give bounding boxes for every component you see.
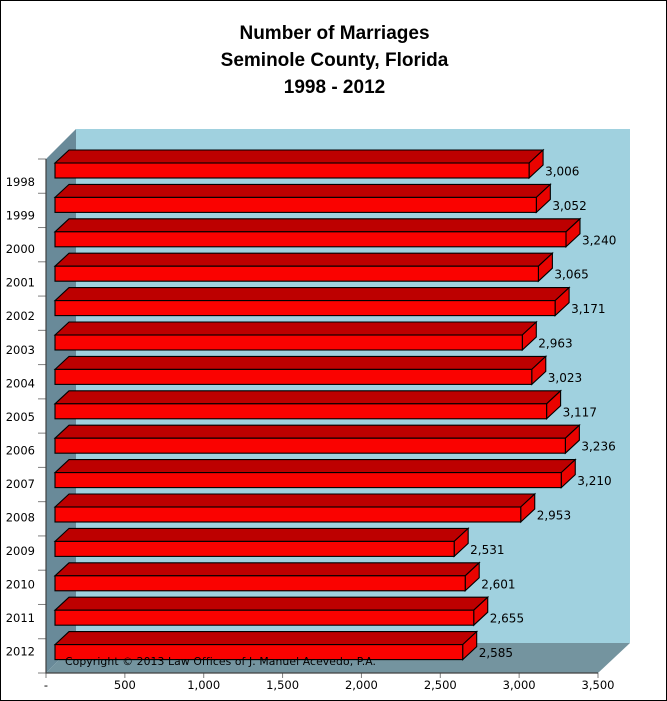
bar-2010: [53, 561, 481, 593]
bar-2008: [53, 492, 537, 524]
bar-2012: [53, 630, 479, 661]
bar-front-face: [54, 437, 566, 454]
bar-top-face: [53, 252, 554, 267]
bar-top-face: [53, 390, 562, 405]
bar-top-face: [53, 459, 577, 474]
y-axis-category-label: 2006: [6, 443, 35, 457]
bar-front-face: [54, 368, 533, 385]
bar-2003: [53, 320, 538, 352]
bar-front-face: [54, 575, 466, 592]
bar-value-label: 2,531: [470, 543, 504, 557]
chart-title: Number of Marriages Seminole County, Flo…: [1, 20, 666, 101]
bar-top-face: [53, 287, 571, 302]
bar-top-face: [53, 596, 490, 611]
y-axis-category-label: 2003: [6, 343, 35, 357]
bar-value-label: 3,052: [552, 199, 586, 213]
x-axis-tick-label: 3,500: [582, 678, 615, 692]
bar-2001: [53, 251, 554, 283]
bar-value-label: 2,601: [481, 577, 515, 591]
bar-value-label: 3,210: [577, 474, 611, 488]
copyright-note: Copyright © 2013 Law Offices of J. Manue…: [65, 655, 377, 668]
y-axis-category-label: 1998: [6, 175, 35, 189]
bar-front-face: [54, 609, 475, 626]
bar-value-label: 2,953: [537, 509, 571, 523]
y-axis-category-label: 2010: [6, 578, 35, 592]
y-axis-category-label: 2001: [6, 276, 35, 290]
bar-front-face: [54, 196, 537, 213]
y-axis-category-label: 2004: [6, 376, 35, 390]
bar-1999: [53, 183, 552, 214]
bar-value-label: 3,236: [581, 440, 615, 454]
bar-value-label: 3,117: [563, 405, 597, 419]
bar-front-face: [54, 403, 548, 420]
bar-2002: [53, 286, 571, 317]
x-axis-tick-label: 2,000: [345, 678, 378, 692]
bar-top-face: [53, 355, 548, 370]
bar-front-face: [54, 300, 556, 317]
bar-top-face: [53, 631, 479, 646]
x-axis-tick-label: 500: [114, 678, 136, 692]
y-axis-category-label: 1999: [6, 209, 35, 223]
bar-front-face: [54, 506, 522, 523]
bar-top-face: [53, 183, 552, 198]
bar-2005: [53, 389, 562, 421]
chart-title-line-1: Number of Marriages: [239, 23, 430, 44]
x-axis-tick-label: -: [44, 678, 48, 692]
y-axis-category-label: 2002: [6, 309, 35, 323]
bar-2009: [53, 527, 470, 558]
bar-2011: [53, 595, 490, 627]
plot-back-wall: [76, 129, 630, 643]
y-axis-category-label: 2012: [6, 645, 35, 659]
chart-title-line-3: 1998 - 2012: [283, 77, 386, 98]
bar-front-face: [54, 644, 464, 661]
bar-value-label: 3,065: [554, 268, 588, 282]
bar-front-face: [54, 162, 530, 179]
bar-top-face: [53, 493, 537, 508]
bar-top-face: [53, 562, 481, 577]
y-axis-category-label: 2005: [6, 410, 35, 424]
bar-top-face: [53, 218, 582, 233]
x-axis-tick-label: 1,000: [187, 678, 220, 692]
bar-top-face: [53, 527, 470, 542]
bar-front-face: [54, 334, 523, 351]
bar-value-label: 2,655: [490, 612, 524, 626]
bar-value-label: 3,006: [545, 165, 579, 179]
x-axis-tick-label: 2,500: [424, 678, 457, 692]
bar-top-face: [53, 424, 581, 439]
bar-value-label: 2,585: [479, 646, 513, 660]
bar-front-face: [54, 231, 567, 248]
y-axis-category-label: 2000: [6, 242, 35, 256]
bar-2000: [53, 217, 582, 249]
bar-value-label: 3,171: [571, 302, 605, 316]
bar-value-label: 3,240: [582, 233, 616, 247]
x-axis-tick-label: 3,000: [503, 678, 536, 692]
bar-1998: [53, 148, 545, 180]
bar-2004: [53, 355, 548, 386]
bar-front-face: [54, 472, 562, 489]
bar-front-face: [54, 265, 539, 282]
bar-2006: [53, 423, 581, 455]
bar-2007: [53, 458, 577, 489]
y-axis-category-label: 2011: [6, 611, 35, 625]
bar-front-face: [54, 540, 455, 557]
y-axis-category-label: 2007: [6, 477, 35, 491]
bar-top-face: [53, 321, 538, 336]
chart-title-line-2: Seminole County, Florida: [220, 50, 449, 71]
bar-value-label: 3,023: [548, 371, 582, 385]
x-axis-tick-label: 1,500: [266, 678, 299, 692]
y-axis-category-label: 2008: [6, 511, 35, 525]
bar-top-face: [53, 149, 545, 164]
y-axis-category-label: 2009: [6, 544, 35, 558]
bar-value-label: 2,963: [538, 337, 572, 351]
